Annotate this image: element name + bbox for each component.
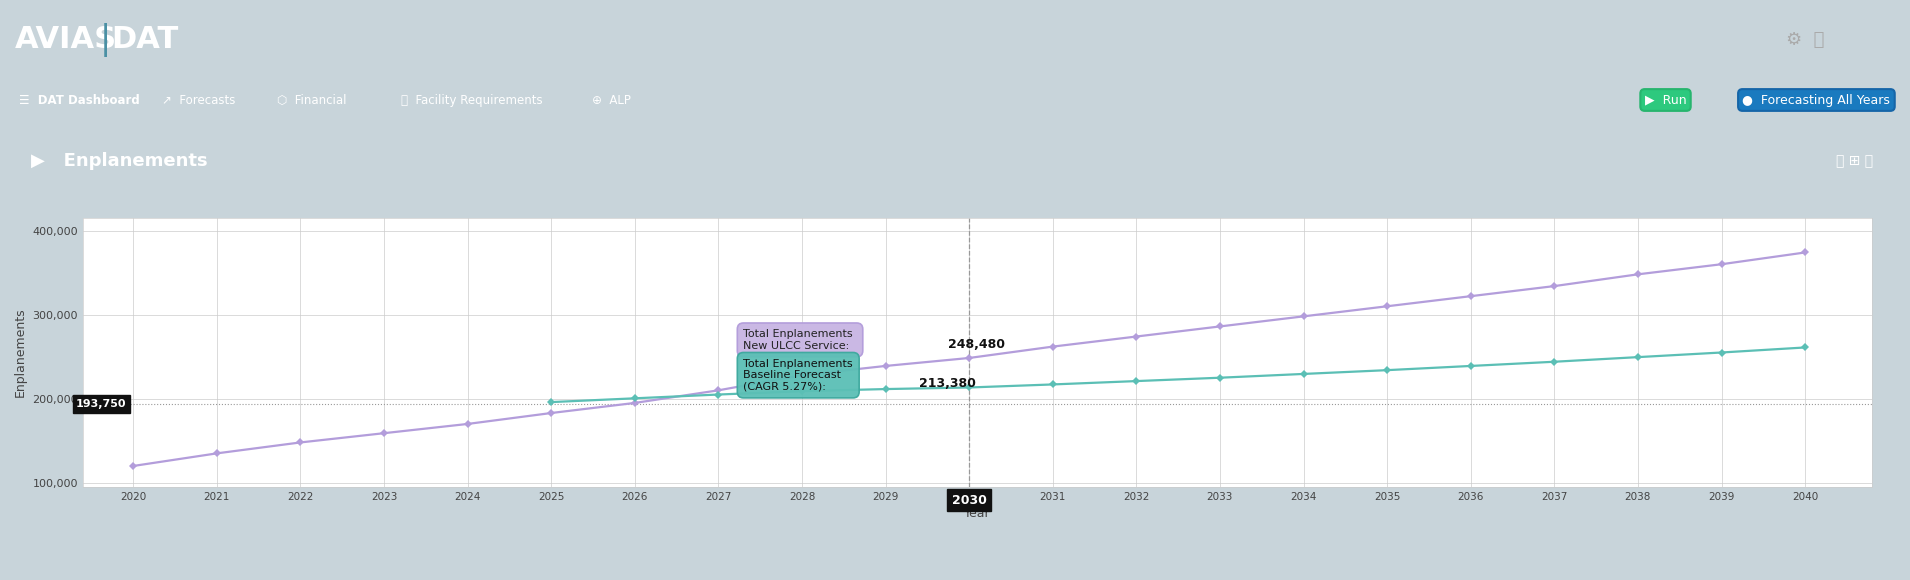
Text: DAT: DAT	[111, 26, 178, 55]
Text: ⊕  ALP: ⊕ ALP	[592, 93, 630, 107]
Text: 213,380: 213,380	[919, 376, 976, 390]
X-axis label: Year: Year	[965, 508, 991, 520]
Text: Total Enplanements
Baseline Forecast
(CAGR 5.27%):  ​​​​​​​​: Total Enplanements Baseline Forecast (CA…	[743, 358, 854, 392]
Text: 2030: 2030	[951, 494, 987, 507]
Text: 248,480: 248,480	[947, 338, 1005, 350]
Text: ⬡  Financial: ⬡ Financial	[277, 93, 346, 107]
Text: ⬜  Facility Requirements: ⬜ Facility Requirements	[401, 93, 542, 107]
Text: |: |	[99, 23, 111, 57]
Text: 193,750: 193,750	[76, 399, 126, 409]
Text: ↗  Forecasts: ↗ Forecasts	[162, 93, 235, 107]
Text: AVIAS: AVIAS	[15, 26, 117, 55]
Text: ▶   Enplanements: ▶ Enplanements	[31, 152, 208, 170]
Y-axis label: Enplanements: Enplanements	[13, 307, 27, 397]
Text: Total Enplanements
New ULCC Service:  ​​​​​​​​​​​: Total Enplanements New ULCC Service: ​​​…	[743, 329, 858, 351]
Text: ☰  DAT Dashboard: ☰ DAT Dashboard	[19, 93, 139, 107]
Text: 📊 ⊞ ⛶: 📊 ⊞ ⛶	[1837, 154, 1874, 168]
Text: ⚙  👤: ⚙ 👤	[1786, 31, 1824, 49]
Text: ●  Forecasting All Years: ● Forecasting All Years	[1742, 93, 1891, 107]
Text: ▶  Run: ▶ Run	[1645, 93, 1687, 107]
